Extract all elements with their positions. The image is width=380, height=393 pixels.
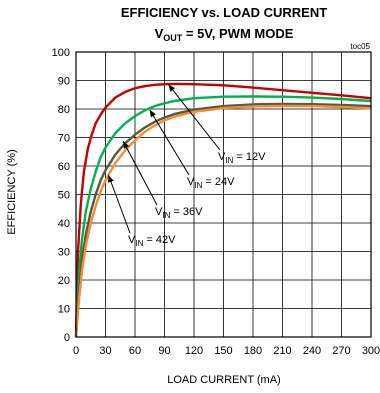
x-tick-label: 120 (185, 345, 203, 357)
x-tick-label: 90 (158, 345, 170, 357)
subtitle-var: V (155, 26, 164, 41)
series-line-0 (74, 82, 372, 338)
tick-labels: 0 30 60 90 120 150 180 210 240 270 300 0 10 20 30 40 50 6… (52, 47, 380, 357)
figure-tag: toc05 (350, 42, 370, 51)
subtitle-var-sub: OUT (163, 33, 183, 43)
annotation-arrow (107, 174, 131, 234)
annotation-arrowhead (108, 175, 114, 183)
y-tick-label: 100 (52, 47, 70, 59)
y-axis-label: EFFICIENCY (%) (6, 149, 18, 234)
annotation-arrowhead (123, 141, 130, 149)
y-tick-label: 20 (58, 275, 70, 287)
series-line-3 (74, 104, 372, 338)
x-tick-label: 300 (362, 345, 380, 357)
annotation-arrow (168, 84, 221, 151)
chart-title: EFFICIENCY vs. LOAD CURRENT (121, 5, 327, 20)
annotation-arrow (122, 140, 158, 206)
series-annotations: VIN = 12V VIN = 24V VIN = 36V VIN = 42V (107, 84, 266, 248)
annotation-arrowhead (149, 109, 156, 118)
x-tick-label: 270 (332, 345, 350, 357)
y-tick-label: 50 (58, 190, 70, 202)
y-tick-label: 70 (58, 133, 70, 145)
x-tick-label: 30 (99, 345, 111, 357)
y-tick-label: 80 (58, 104, 70, 116)
annotation-label-3: VIN = 42V (128, 234, 176, 248)
subtitle-rest: = 5V, PWM MODE (182, 26, 293, 41)
plot-frame (75, 51, 372, 338)
chart-subtitle: VOUT = 5V, PWM MODE (155, 26, 294, 43)
annotation-label-0: VIN = 12V (218, 151, 266, 165)
x-tick-label: 0 (73, 345, 79, 357)
x-tick-label: 180 (244, 345, 262, 357)
x-axis-label: LOAD CURRENT (mA) (167, 374, 280, 386)
y-tick-label: 10 (58, 304, 70, 316)
annotation-arrow (149, 109, 190, 176)
x-tick-label: 210 (273, 345, 291, 357)
y-tick-label: 30 (58, 247, 70, 259)
y-tick-label: 90 (58, 76, 70, 88)
x-tick-label: 240 (303, 345, 321, 357)
series-line-1 (74, 95, 372, 338)
annotation-label-2: VIN = 36V (155, 206, 203, 220)
y-tick-label: 0 (64, 332, 70, 344)
series-line-2 (74, 102, 372, 338)
x-tick-label: 150 (214, 345, 232, 357)
y-tick-label: 60 (58, 161, 70, 173)
y-tick-label: 40 (58, 218, 70, 230)
series-lines (74, 82, 372, 338)
x-tick-label: 60 (129, 345, 141, 357)
annotation-arrowhead (168, 84, 176, 92)
annotation-label-1: VIN = 24V (187, 176, 235, 190)
